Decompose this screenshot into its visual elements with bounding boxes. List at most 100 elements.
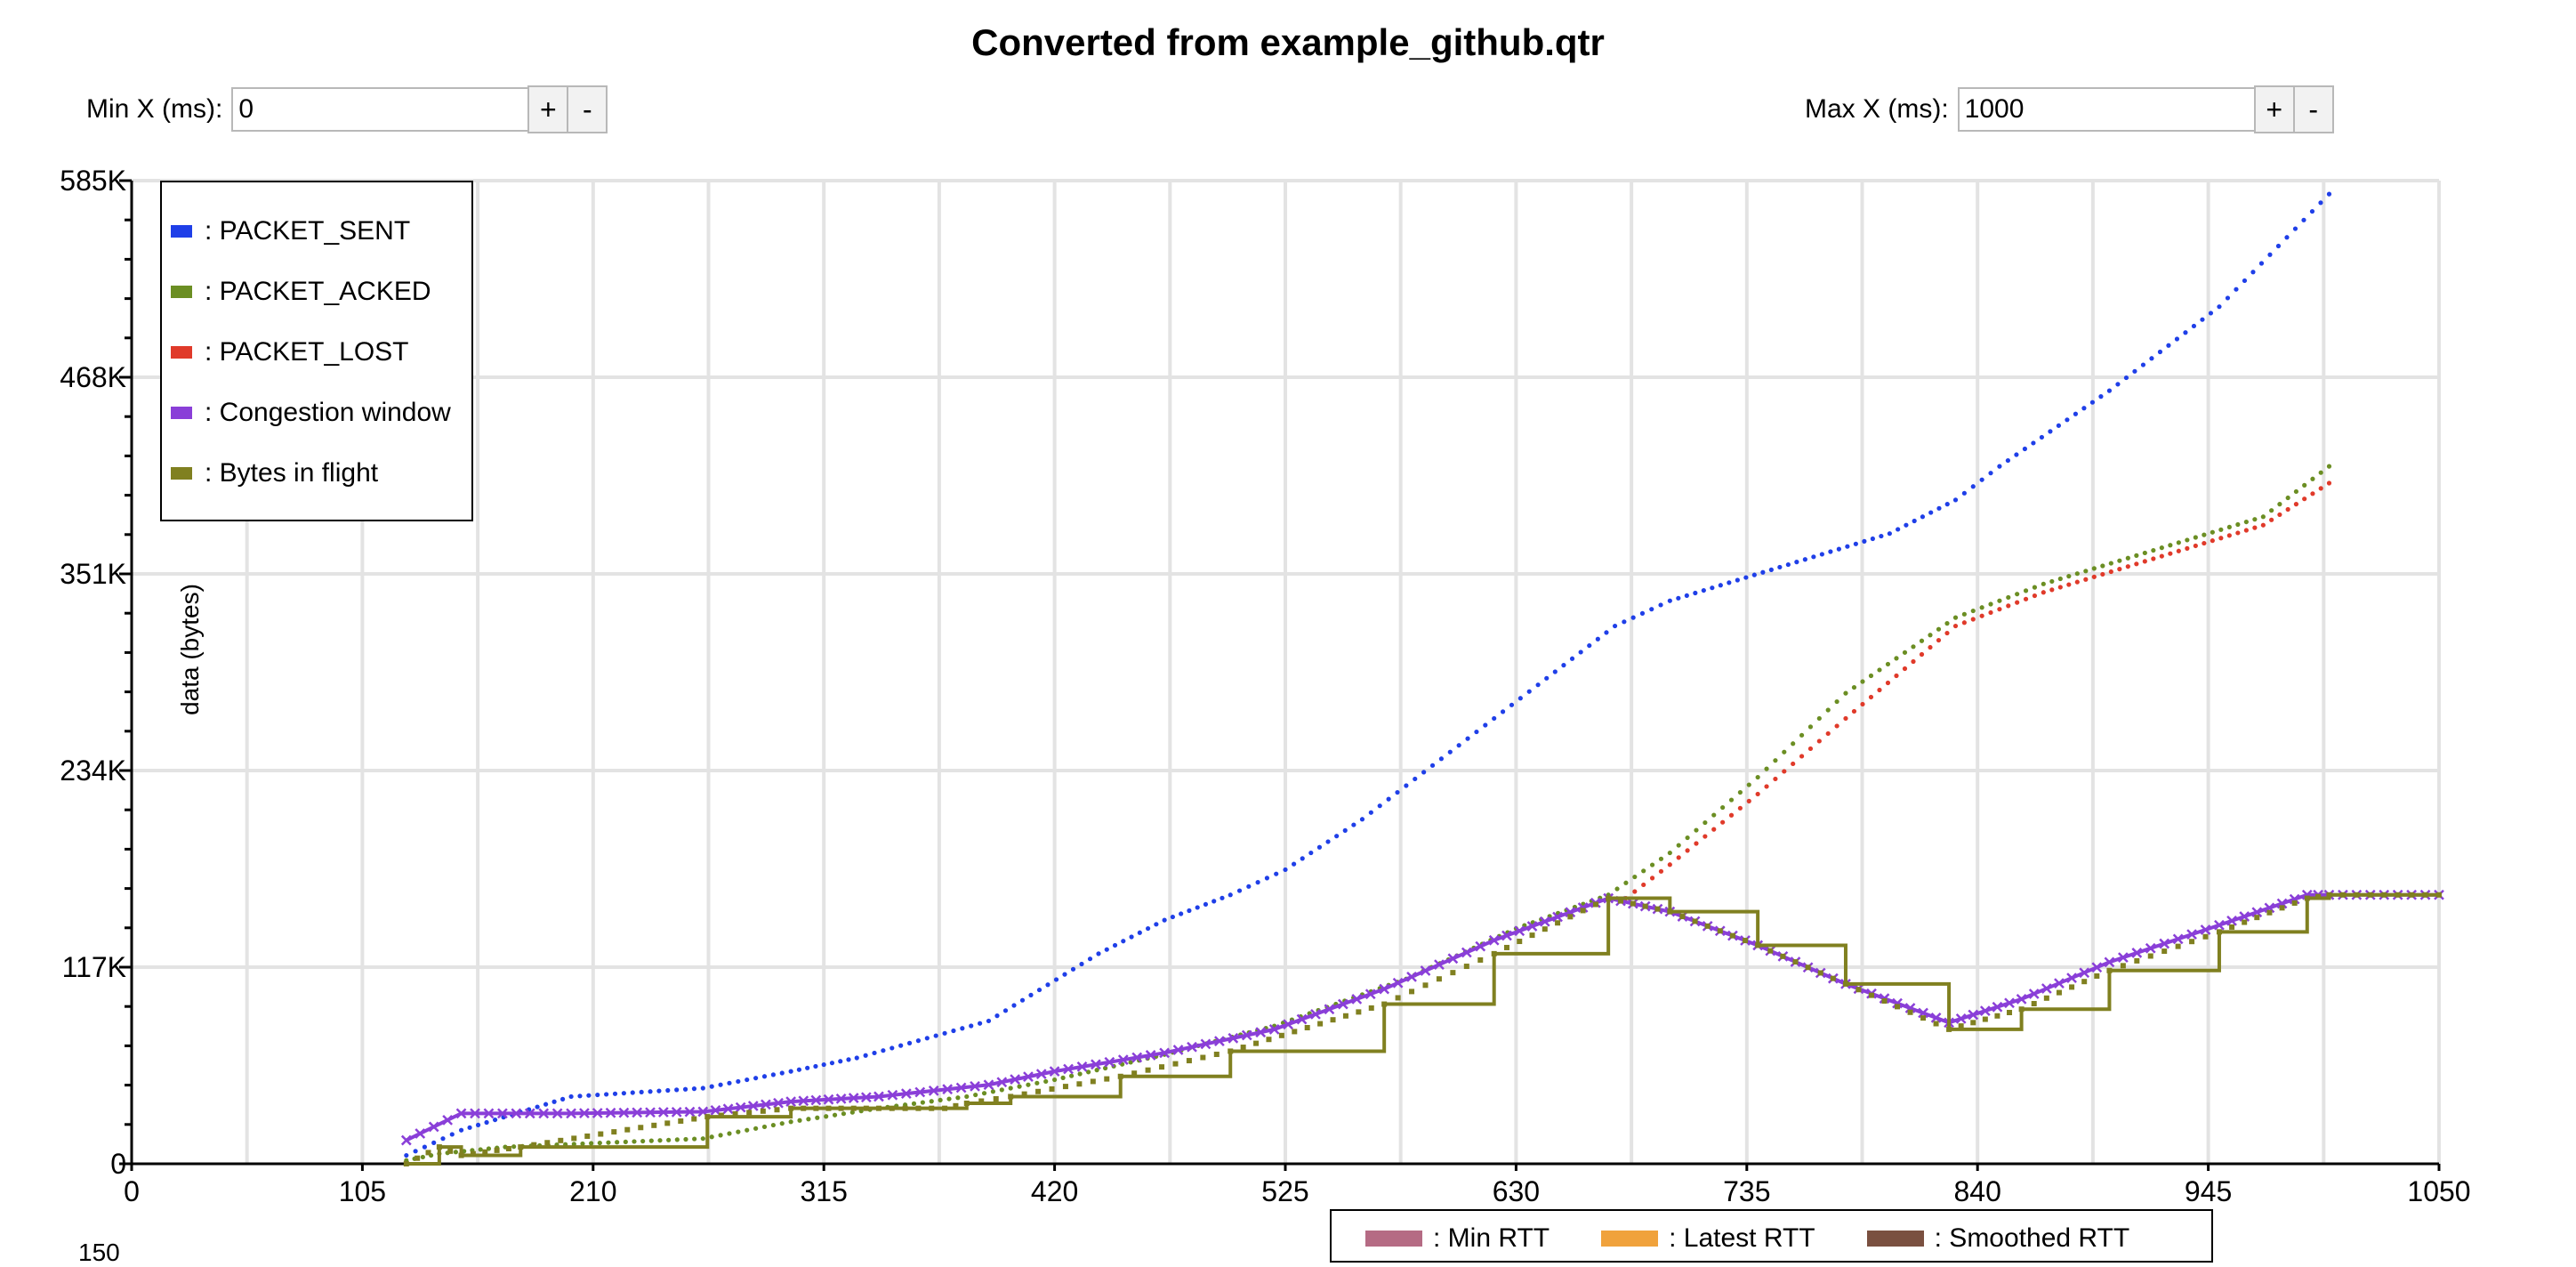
min-x-decrease-button[interactable]: - (567, 85, 608, 133)
congestion-window-marker (1131, 1052, 1143, 1063)
data-point (727, 1131, 732, 1136)
data-point (2285, 506, 2290, 512)
data-point (2267, 252, 2273, 257)
data-point (2041, 581, 2046, 586)
data-point (1751, 572, 1757, 577)
congestion-window-marker (605, 1107, 616, 1118)
congestion-window-marker (1049, 1066, 1060, 1077)
bytes-in-flight-marker (1021, 1091, 1027, 1097)
congestion-window-marker (761, 1099, 771, 1110)
bytes-in-flight-marker (1117, 1073, 1123, 1079)
bytes-in-flight-marker (2081, 979, 2088, 985)
congestion-window-marker (2214, 919, 2225, 931)
data-point (2151, 556, 2156, 561)
bytes-in-flight-marker (1200, 1054, 1206, 1061)
data-point (1026, 1082, 1031, 1087)
x-tick-label: 1050 (2407, 1175, 2470, 1207)
data-point (1920, 514, 1926, 520)
data-point (1952, 615, 1959, 620)
data-point (1612, 623, 1618, 629)
congestion-window-marker (470, 1108, 480, 1119)
data-point (1764, 766, 1769, 771)
x-tick-label: 735 (1723, 1175, 1770, 1207)
bytes-in-flight-marker (1792, 959, 1799, 965)
data-point (568, 1093, 574, 1100)
data-point (1096, 951, 1101, 956)
congestion-window-marker (671, 1106, 682, 1118)
min-x-increase-button[interactable]: + (527, 85, 569, 133)
data-point (1094, 1068, 1099, 1073)
data-point (2106, 388, 2113, 393)
data-point (1979, 613, 1984, 618)
data-point (2057, 585, 2063, 590)
data-point (1834, 698, 1839, 705)
congestion-window-marker (1488, 934, 1500, 946)
data-point (1811, 554, 1816, 560)
bytes-in-flight-marker (732, 1110, 738, 1117)
data-point (849, 1110, 855, 1115)
bytes-in-flight-marker (1856, 987, 1862, 993)
bytes-in-flight-marker (889, 1105, 895, 1111)
data-point (1639, 610, 1646, 616)
bytes-in-flight-marker (1667, 908, 1673, 915)
data-point (1911, 658, 1916, 665)
congestion-window-marker (1918, 1007, 1928, 1019)
data-point (915, 1038, 922, 1044)
bytes-in-flight-marker (953, 1102, 959, 1109)
data-point (1819, 552, 1824, 557)
bytes-in-flight-marker (1920, 1015, 1927, 1021)
data-point (1868, 694, 1874, 700)
data-point (2015, 592, 2020, 597)
bytes-in-flight-marker (1817, 970, 1823, 976)
data-point (2168, 543, 2173, 548)
bytes-in-flight-marker (993, 1095, 999, 1102)
max-x-decrease-button[interactable]: - (2292, 85, 2334, 133)
data-point (2015, 600, 2020, 605)
data-point (1274, 871, 1279, 876)
data-point (2032, 593, 2038, 599)
max-x-input[interactable] (1957, 87, 2256, 132)
congestion-window-marker (1968, 1009, 1979, 1021)
bytes-in-flight-marker (1253, 1040, 1260, 1046)
bytes-in-flight-marker (1642, 903, 1648, 909)
congestion-window-marker (1187, 1041, 1197, 1053)
congestion-window-marker (2117, 952, 2129, 964)
congestion-window-marker (1501, 930, 1512, 941)
data-point (1791, 761, 1796, 767)
bytes-in-flight-marker (1186, 1058, 1192, 1064)
bytes-in-flight-marker (458, 1152, 464, 1158)
data-point (1008, 1085, 1013, 1091)
bytes-in-flight-marker (2291, 900, 2298, 906)
congestion-window-marker (538, 1108, 550, 1119)
data-point (2023, 588, 2029, 593)
bytes-in-flight-marker (470, 1150, 476, 1157)
congestion-window-marker (1117, 1054, 1129, 1066)
data-point (2193, 535, 2198, 540)
congestion-window-marker (1145, 1050, 1156, 1061)
data-point (1386, 796, 1391, 802)
data-point (2277, 502, 2282, 507)
data-point (2243, 519, 2249, 525)
data-point (404, 1152, 409, 1158)
bytes-in-flight-marker (1606, 895, 1612, 901)
data-point (1676, 595, 1681, 601)
x-tick-label: 525 (1261, 1175, 1308, 1207)
bytes-in-flight-marker (875, 1105, 881, 1111)
data-point (1685, 835, 1690, 841)
data-point (898, 1043, 904, 1048)
congestion-window-marker (1514, 925, 1525, 937)
bytes-in-flight-marker (915, 1105, 922, 1111)
data-point (1236, 888, 1243, 893)
data-point (788, 1119, 793, 1125)
min-x-control: Min X (ms): + - (86, 85, 608, 134)
legend-item-congestion-window: : Congestion window (171, 398, 451, 428)
congestion-window-line (405, 892, 2439, 1142)
data-point (779, 1070, 785, 1076)
bytes-in-flight-marker (942, 1105, 948, 1111)
data-point (1359, 817, 1365, 822)
data-point (2100, 571, 2105, 577)
data-point (2226, 533, 2232, 538)
data-point (1342, 827, 1348, 833)
bytes-in-flight-marker (1592, 901, 1598, 908)
congestion-window-marker (1565, 907, 1576, 918)
